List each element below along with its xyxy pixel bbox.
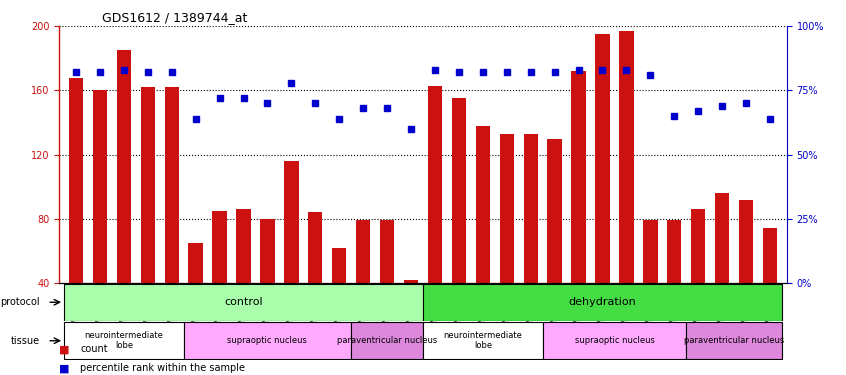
FancyBboxPatch shape: [64, 284, 423, 321]
Bar: [212, 211, 227, 347]
Bar: [69, 78, 83, 347]
Text: ■: ■: [59, 363, 69, 373]
Bar: [117, 50, 131, 347]
Text: control: control: [224, 297, 263, 307]
Text: supraoptic nucleus: supraoptic nucleus: [574, 336, 655, 345]
Text: count: count: [80, 345, 108, 354]
Bar: [739, 200, 753, 347]
Bar: [93, 90, 107, 347]
Bar: [332, 248, 346, 347]
FancyBboxPatch shape: [184, 322, 351, 359]
Bar: [571, 71, 585, 347]
Bar: [164, 87, 179, 347]
Bar: [596, 34, 610, 347]
Bar: [691, 209, 706, 347]
Bar: [284, 161, 299, 347]
Bar: [547, 139, 562, 347]
Text: percentile rank within the sample: percentile rank within the sample: [80, 363, 245, 373]
Bar: [308, 212, 322, 347]
Bar: [380, 220, 394, 347]
Bar: [140, 87, 155, 347]
Text: tissue: tissue: [11, 336, 40, 346]
Text: dehydration: dehydration: [569, 297, 636, 307]
Bar: [500, 134, 514, 347]
FancyBboxPatch shape: [423, 284, 782, 321]
Text: neurointermediate
lobe: neurointermediate lobe: [443, 331, 522, 351]
Text: supraoptic nucleus: supraoptic nucleus: [228, 336, 307, 345]
Bar: [189, 243, 203, 347]
Bar: [763, 228, 777, 347]
Bar: [404, 280, 418, 347]
Bar: [428, 86, 442, 347]
Text: neurointermediate
lobe: neurointermediate lobe: [85, 331, 163, 351]
Bar: [619, 31, 634, 347]
Bar: [452, 99, 466, 347]
FancyBboxPatch shape: [423, 322, 542, 359]
FancyBboxPatch shape: [64, 322, 184, 359]
Text: paraventricular nucleus: paraventricular nucleus: [337, 336, 437, 345]
Bar: [524, 134, 538, 347]
Text: paraventricular nucleus: paraventricular nucleus: [684, 336, 784, 345]
FancyBboxPatch shape: [542, 322, 686, 359]
FancyBboxPatch shape: [351, 322, 423, 359]
Bar: [643, 220, 657, 347]
Bar: [356, 220, 371, 347]
Bar: [236, 209, 250, 347]
Text: ■: ■: [59, 345, 69, 354]
Text: GDS1612 / 1389744_at: GDS1612 / 1389744_at: [102, 11, 247, 24]
FancyBboxPatch shape: [686, 322, 782, 359]
Bar: [715, 193, 729, 347]
Bar: [261, 219, 275, 347]
Bar: [475, 126, 490, 347]
Text: protocol: protocol: [1, 297, 40, 307]
Bar: [667, 220, 682, 347]
